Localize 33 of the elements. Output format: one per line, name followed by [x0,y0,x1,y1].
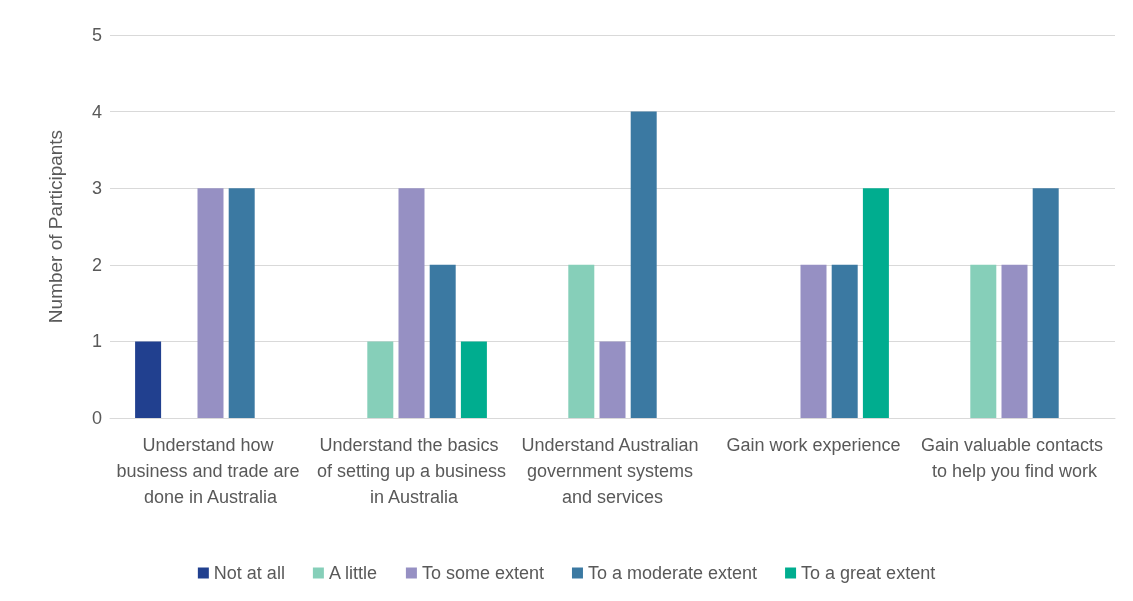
x-tick-label: Gain valuable contacts to help you find work [920,435,1109,481]
x-tick-label: Understand the basics of setting up a business in Australia [316,435,507,507]
bar [197,188,224,418]
y-tick-label: 0 [91,408,102,428]
bar [367,341,394,418]
bar [630,111,657,418]
bar [800,264,827,418]
bar [460,341,487,418]
bar [970,264,997,418]
y-tick-label: 5 [91,25,102,45]
bar [862,188,889,418]
bar [568,264,595,418]
x-tick-label: Understand Australian government systems and services [521,435,704,507]
bar [135,341,162,418]
legend-label: A little [328,563,377,583]
x-tick-label: Gain work experience [726,435,901,455]
y-tick-label: 1 [91,331,102,352]
y-tick-label: 3 [91,178,102,199]
bar [831,264,858,418]
x-tick-label: Understand how business and trade are done in Australia [116,435,305,507]
bar [599,341,626,418]
bar [1032,188,1059,418]
bar [429,264,456,418]
y-tick-label: 4 [91,101,102,122]
legend-label: Not at all [213,563,285,583]
legend-label: To some extent [421,563,544,583]
bar [228,188,255,418]
legend-label: To a great extent [801,563,936,583]
bar [398,188,425,418]
legend-label: To a moderate extent [587,563,758,583]
y-tick-label: 2 [91,254,102,275]
y-axis-title: Number of Participants [45,129,66,324]
bar [1001,264,1028,418]
